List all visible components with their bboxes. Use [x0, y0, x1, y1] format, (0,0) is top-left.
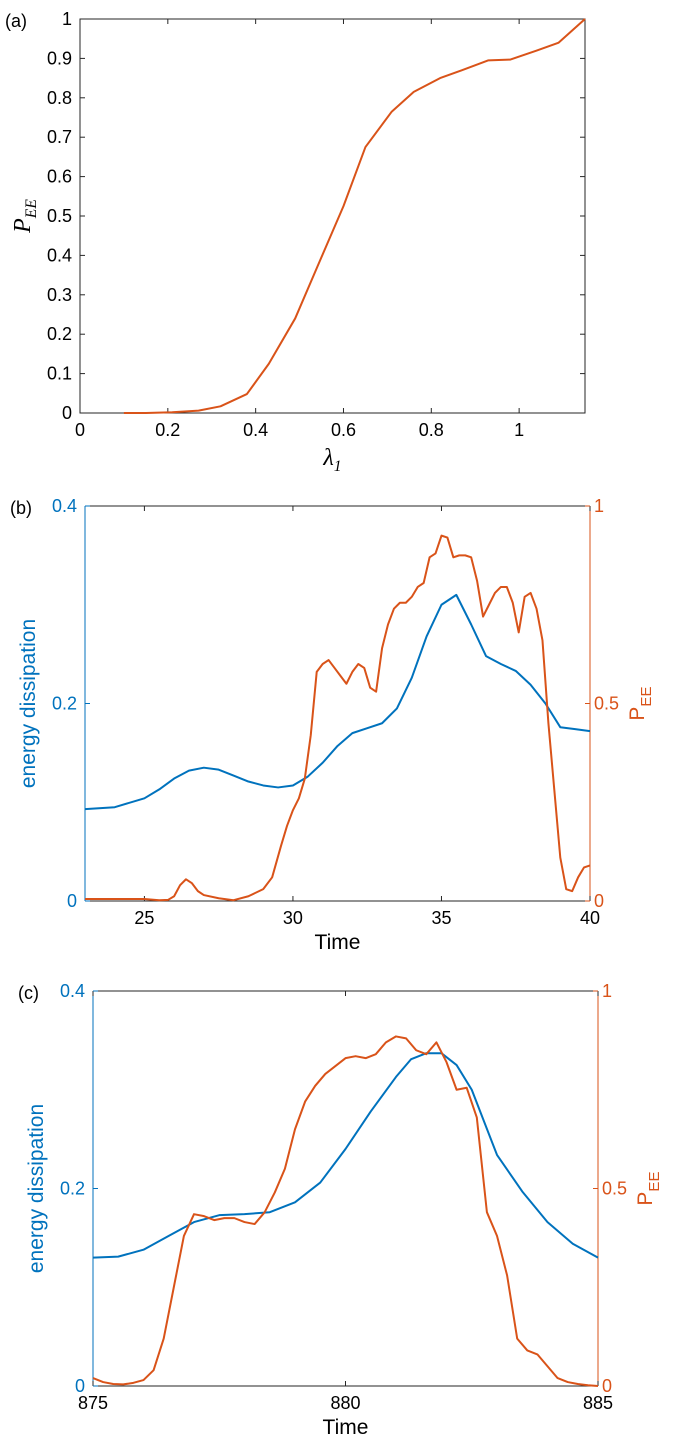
x-axis-label: Time: [315, 931, 361, 954]
y-axis-label-left: energy dissipation: [17, 619, 40, 788]
x-tick-label: 25: [134, 908, 154, 928]
y-tick-label-left: 0.2: [60, 1179, 85, 1199]
y-tick-label: 0.2: [47, 324, 72, 344]
y-tick-label-left: 0.4: [60, 981, 85, 1001]
panel-label: (a): [5, 11, 27, 31]
y-axis-label-right: PEE: [634, 1171, 663, 1205]
x-axis-label: λ1: [322, 445, 341, 475]
y-tick-label: 0.1: [47, 364, 72, 384]
series-line-orange: [92, 1035, 599, 1387]
y-axis-label-left: energy dissipation: [25, 1104, 48, 1273]
panel-label: (c): [18, 983, 39, 1003]
series-line-blue: [84, 593, 591, 811]
x-tick-label: 0: [75, 420, 85, 440]
y-tick-label-right: 0: [594, 891, 604, 911]
y-tick-label: 0.8: [47, 88, 72, 108]
series-line-blue: [92, 1052, 599, 1259]
y-tick-label-right: 1: [602, 981, 612, 1001]
x-tick-label: 885: [583, 1393, 613, 1413]
x-axis-label: Time: [323, 1416, 369, 1439]
y-axis-label-right: PEE: [626, 686, 655, 720]
y-tick-label: 0.5: [47, 206, 72, 226]
y-tick-label-right: 1: [594, 496, 604, 516]
y-tick-label: 0: [62, 403, 72, 423]
x-tick-label: 875: [78, 1393, 108, 1413]
x-tick-label: 0.6: [331, 420, 356, 440]
y-tick-label-left: 0: [75, 1376, 85, 1396]
y-tick-label: 0.4: [47, 245, 72, 265]
x-tick-label: 0.8: [419, 420, 444, 440]
panel-label: (b): [10, 498, 32, 518]
axes-box: [79, 18, 586, 414]
y-tick-label: 1: [62, 9, 72, 29]
x-tick-label: 35: [431, 908, 451, 928]
series-line-orange: [123, 18, 586, 414]
y-tick-label: 0.9: [47, 48, 72, 68]
y-tick-label-left: 0.4: [52, 496, 77, 516]
x-tick-label: 880: [330, 1393, 360, 1413]
x-tick-label: 0.2: [155, 420, 180, 440]
chart-panel-1: (a) 0 0.2 0.4 0.6 0.8 1 0 0.1 0.2 0.3 0.4 0.5 0.6 0.7 0…: [5, 9, 586, 475]
x-tick-label: 0.4: [243, 420, 268, 440]
y-axis-label: PEE: [10, 199, 40, 234]
y-tick-label-right: 0.5: [594, 694, 619, 714]
x-tick-label: 30: [283, 908, 303, 928]
y-tick-label-left: 0: [67, 891, 77, 911]
x-tick-label: 1: [514, 420, 524, 440]
y-tick-label: 0.7: [47, 127, 72, 147]
y-tick-label-left: 0.2: [52, 694, 77, 714]
series-line-orange: [85, 534, 591, 902]
y-tick-label-right: 0: [602, 1376, 612, 1396]
y-tick-label: 0.6: [47, 167, 72, 187]
y-tick-label-right: 0.5: [602, 1179, 627, 1199]
y-tick-label: 0.3: [47, 285, 72, 305]
x-tick-label: 40: [580, 908, 600, 928]
